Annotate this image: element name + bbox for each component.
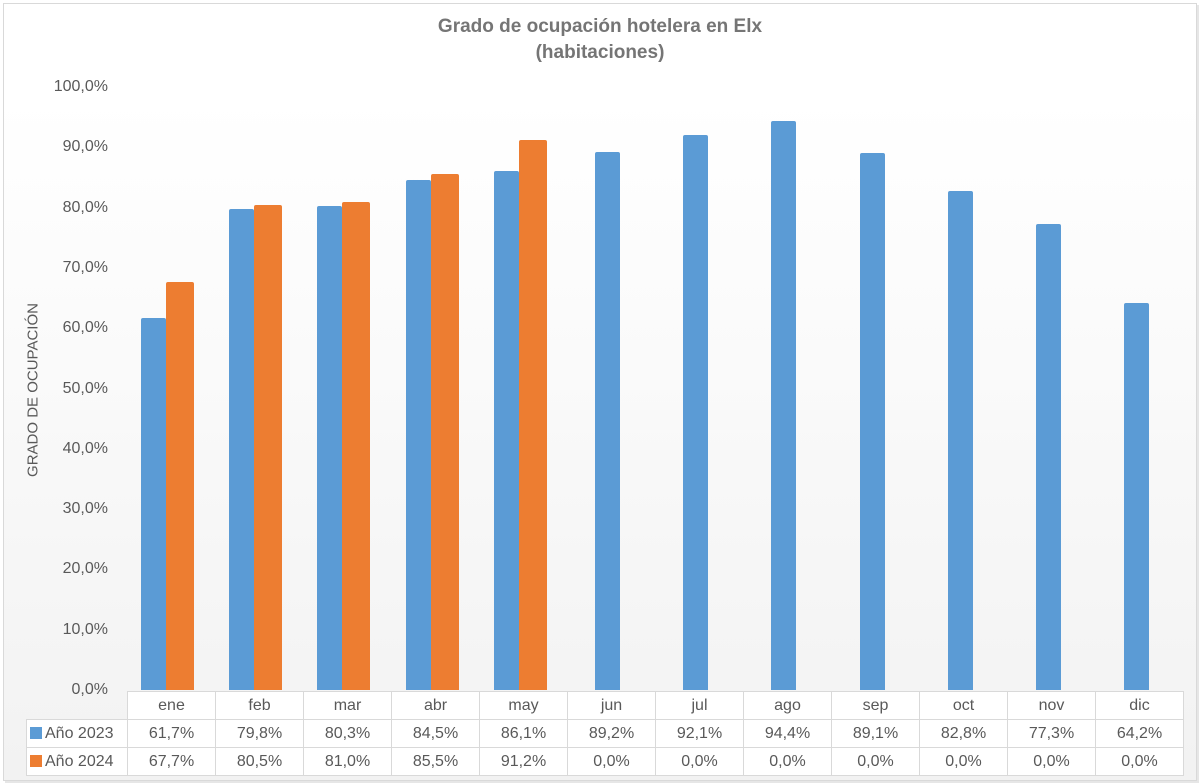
table-cell-value: 0,0% — [655, 747, 744, 776]
bar-ene-año-2023 — [141, 317, 166, 690]
chart-subtitle: (habitaciones) — [535, 42, 665, 63]
category-label: ago — [743, 691, 832, 720]
table-cell-value: 91,2% — [479, 747, 568, 776]
category-label: oct — [919, 691, 1008, 720]
table-cell-value: 0,0% — [567, 747, 656, 776]
bar-abr-año-2023 — [405, 180, 431, 690]
table-cell-value: 94,4% — [743, 719, 832, 748]
table-row-series-2023: Año 2023 61,7% 79,8% 80,3% 84,5% 86,1% 89,2% 9… — [26, 719, 1184, 748]
bar-ene-año-2024 — [166, 281, 194, 690]
table-cell-value: 77,3% — [1007, 719, 1096, 748]
table-cell-value: 89,1% — [831, 719, 920, 748]
category-label: may — [479, 691, 568, 720]
category-label: jun — [567, 691, 656, 720]
y-tick-label: 50,0% — [62, 379, 108, 397]
table-cell-value: 89,2% — [567, 719, 656, 748]
bar-may-año-2024 — [518, 140, 547, 690]
category-label: nov — [1007, 691, 1096, 720]
y-axis-label: GRADO DE OCUPACIÓN — [24, 303, 42, 477]
bar-ago-año-2023 — [771, 120, 797, 690]
table-cell-value: 85,5% — [391, 747, 480, 776]
table-cell-value: 84,5% — [391, 719, 480, 748]
bar-feb-año-2023 — [229, 208, 255, 690]
bar-jul-año-2023 — [683, 134, 709, 690]
table-cell-value: 86,1% — [479, 719, 568, 748]
y-tick-label: 100,0% — [53, 78, 108, 95]
table-cell-value: 0,0% — [1095, 747, 1184, 776]
category-label: abr — [391, 691, 480, 720]
table-cell-value: 80,5% — [215, 747, 304, 776]
table-cell-value: 67,7% — [127, 747, 216, 776]
y-tick-label: 20,0% — [62, 560, 108, 578]
chart-title: Grado de ocupación hotelera en Elx — [437, 16, 763, 37]
bar-abr-año-2024 — [430, 174, 459, 690]
table-cell-value: 64,2% — [1095, 719, 1184, 748]
legend-swatch-orange — [30, 754, 42, 767]
y-tick-label: 70,0% — [62, 258, 108, 276]
bar-dic-año-2023 — [1124, 302, 1150, 690]
y-tick-label: 10,0% — [62, 620, 108, 638]
y-tick-label: 30,0% — [62, 500, 108, 518]
bar-sep-año-2023 — [859, 152, 885, 690]
table-cell-value: 81,0% — [303, 747, 392, 776]
category-label: ene — [127, 691, 216, 720]
category-label: feb — [215, 691, 304, 720]
legend-swatch-blue — [30, 726, 42, 739]
table-cell-value: 79,8% — [215, 719, 304, 748]
table-cell-value: 0,0% — [1007, 747, 1096, 776]
bar-nov-año-2023 — [1036, 223, 1061, 690]
bar-may-año-2023 — [493, 170, 519, 690]
data-table: ene feb mar abr may jun jul ago sep oct nov dic Año… — [26, 691, 1184, 776]
table-row-series-2024: Año 2024 67,7% 80,5% 81,0% 85,5% 91,2% 0,0% 0,… — [26, 747, 1184, 776]
category-label: dic — [1095, 691, 1184, 720]
category-label: jul — [655, 691, 744, 720]
bar-jun-año-2023 — [595, 152, 620, 690]
legend-entry-2023: Año 2023 — [26, 719, 128, 748]
category-label: sep — [831, 691, 920, 720]
table-cell-value: 0,0% — [919, 747, 1008, 776]
category-label: mar — [303, 691, 392, 720]
table-cell-value: 61,7% — [127, 719, 216, 748]
bar-mar-año-2024 — [342, 201, 371, 690]
y-tick-label: 80,0% — [62, 198, 108, 216]
table-cell-value: 80,3% — [303, 719, 392, 748]
legend-entry-2024: Año 2024 — [26, 747, 128, 776]
y-tick-label: 60,0% — [62, 319, 108, 337]
bar-oct-año-2023 — [947, 190, 973, 690]
bar-mar-año-2023 — [317, 205, 343, 690]
table-corner — [26, 691, 128, 720]
y-tick-label: 40,0% — [62, 439, 108, 457]
table-cell-value: 82,8% — [919, 719, 1008, 748]
y-tick-label: 90,0% — [62, 138, 108, 156]
category-row: ene feb mar abr may jun jul ago sep oct nov dic — [26, 691, 1184, 720]
bar-feb-año-2024 — [254, 204, 283, 690]
table-cell-value: 92,1% — [655, 719, 744, 748]
table-cell-value: 0,0% — [743, 747, 832, 776]
table-cell-value: 0,0% — [831, 747, 920, 776]
legend-label: Año 2024 — [45, 752, 114, 770]
legend-label: Año 2023 — [45, 724, 114, 742]
